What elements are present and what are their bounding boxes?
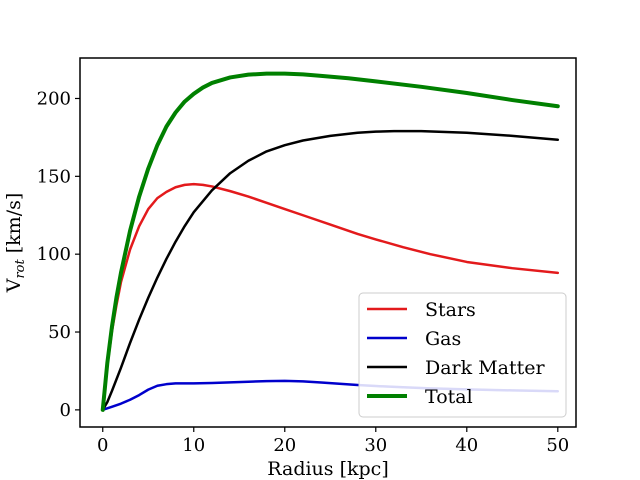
series-layer — [100, 71, 560, 412]
y-tick-label: 150 — [37, 166, 71, 187]
x-tick-label: 30 — [364, 435, 387, 456]
legend-box — [358, 292, 567, 418]
x-tick-label: 50 — [546, 435, 569, 456]
y-axis-label: Vrot [km/s] — [3, 193, 28, 294]
legend-label-total: Total — [425, 386, 473, 408]
y-tick-label: 200 — [37, 88, 71, 109]
plot-frame — [79, 57, 577, 428]
x-tick-label: 10 — [182, 435, 205, 456]
x-tick-label: 20 — [273, 435, 296, 456]
y-tick-label: 50 — [48, 322, 71, 343]
legend-label-dark-matter: Dark Matter — [425, 357, 545, 379]
x-axis-label: Radius [kpc] — [267, 458, 388, 480]
y-axis-label-main: V — [3, 278, 25, 293]
series-line-stars — [101, 182, 560, 412]
legend-label-stars: Stars — [425, 299, 476, 321]
x-tick-label: 40 — [455, 435, 478, 456]
series-line-total — [100, 71, 560, 412]
y-tick-label: 100 — [37, 244, 71, 265]
legend: Stars Gas Dark Matter Total — [358, 292, 567, 418]
legend-label-gas: Gas — [425, 328, 461, 350]
y-tick-label: 0 — [60, 400, 71, 421]
series-line-dark-matter — [101, 129, 560, 412]
x-tick-label: 0 — [97, 435, 108, 456]
y-axis-label-subscript: rot — [13, 258, 28, 278]
ticks-layer: 0 10 20 30 40 50 0 50 100 150 200 — [37, 88, 570, 456]
y-axis-label-unit: [km/s] — [3, 193, 25, 260]
